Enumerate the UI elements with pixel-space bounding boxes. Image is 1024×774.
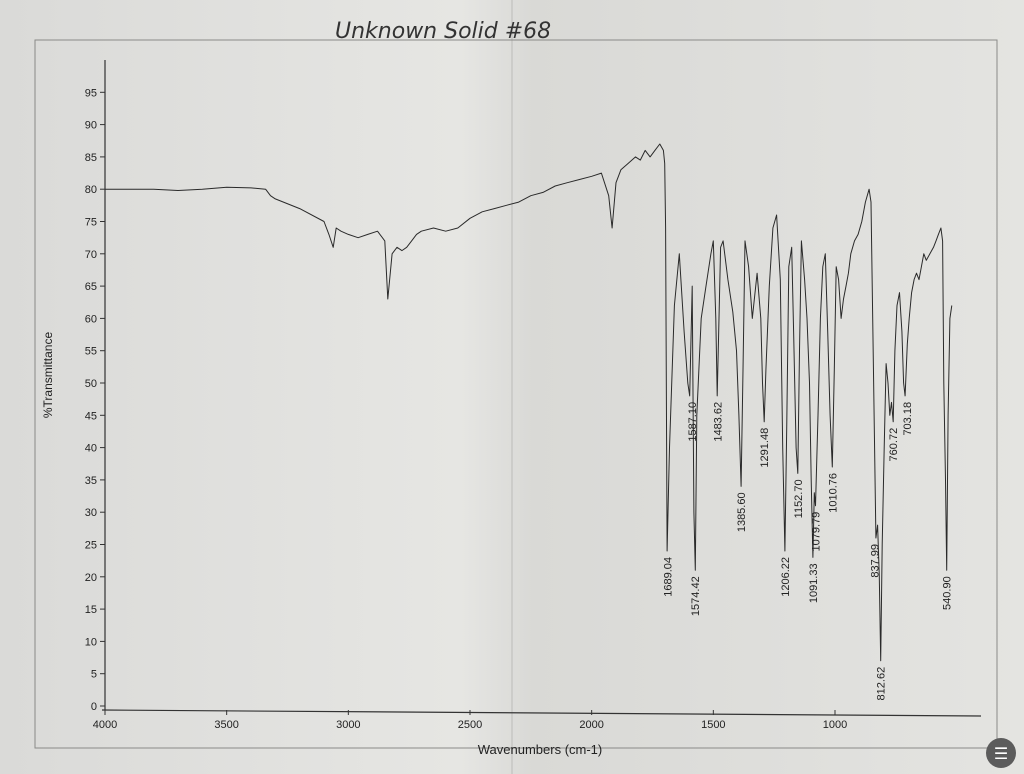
y-tick-label: 30 <box>85 507 97 519</box>
y-tick-label: 65 <box>85 281 97 293</box>
y-tick-label: 55 <box>85 346 97 358</box>
handwritten-title: Unknown Solid #68 <box>335 19 551 44</box>
peak-label: 540.90 <box>942 576 954 610</box>
y-tick-label: 85 <box>85 152 97 164</box>
spectrum-line <box>105 143 953 662</box>
peak-label: 1385.60 <box>736 492 748 532</box>
y-tick-label: 10 <box>85 636 97 648</box>
y-tick-label: 45 <box>85 410 97 422</box>
y-tick-label: 75 <box>85 217 97 229</box>
outer-frame <box>34 39 998 749</box>
y-axis-label: %Transmittance <box>41 332 55 419</box>
x-tick-label: 1000 <box>823 719 847 731</box>
peak-label: 1483.62 <box>712 402 724 442</box>
peak-label: 1010.76 <box>827 473 839 513</box>
y-tick-label: 60 <box>85 313 97 325</box>
y-tick-label: 15 <box>85 604 97 616</box>
peak-label: 1152.70 <box>793 479 805 518</box>
y-tick-label: 70 <box>85 249 97 261</box>
peak-label: 837.99 <box>869 544 881 578</box>
ticks: 0 5 10 15 20 25 30 35 40 45 50 55 60 65 70 75 80 85 90 95 40… <box>85 87 847 731</box>
y-tick-label: 90 <box>85 120 97 132</box>
peak-label: 1587.10 <box>687 402 699 442</box>
x-tick-label: 3500 <box>214 719 238 731</box>
peak-label: 1689.04 <box>662 557 674 597</box>
y-tick-label: 35 <box>85 475 97 487</box>
plot-area <box>105 143 953 662</box>
y-tick-label: 40 <box>85 443 97 455</box>
peak-label: 1206.22 <box>780 557 792 597</box>
x-axis-label: Wavenumbers (cm-1) <box>478 742 602 757</box>
peak-label: 760.72 <box>888 428 900 462</box>
x-tick-label: 2500 <box>458 719 482 731</box>
chat-icon[interactable]: ☰ <box>986 738 1016 768</box>
x-tick-label: 4000 <box>93 719 117 731</box>
y-tick-label: 0 <box>91 701 97 713</box>
y-tick-label: 25 <box>85 540 97 552</box>
y-tick-label: 95 <box>85 87 97 99</box>
peak-label: 1291.48 <box>759 428 771 468</box>
peak-label: 1574.42 <box>690 576 702 616</box>
x-tick-label: 1500 <box>701 719 725 731</box>
y-tick-label: 50 <box>85 378 97 390</box>
peak-label: 703.18 <box>902 402 914 436</box>
y-tick-label: 20 <box>85 572 97 584</box>
peak-labels: 1689.04 1587.10 1574.42 1483.62 1385.60 1291.… <box>662 402 953 701</box>
x-tick-label: 2000 <box>579 719 603 731</box>
x-tick-label: 3000 <box>336 719 360 731</box>
peak-label: 1079.79 <box>811 512 823 552</box>
y-tick-label: 5 <box>91 669 97 681</box>
peak-label: 812.62 <box>876 667 888 701</box>
y-tick-label: 80 <box>85 184 97 196</box>
peak-label: 1091.33 <box>808 563 820 603</box>
